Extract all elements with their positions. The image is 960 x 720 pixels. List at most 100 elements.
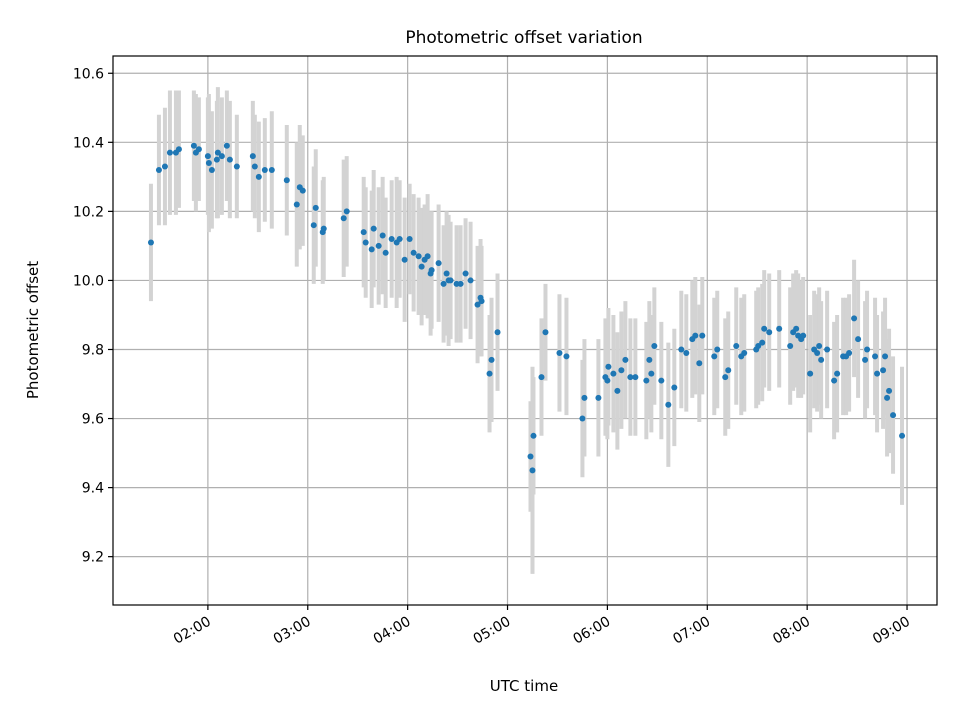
data-point — [614, 387, 621, 394]
data-point — [776, 325, 783, 332]
data-point — [310, 222, 317, 229]
data-point — [478, 298, 485, 305]
data-point — [166, 149, 173, 156]
data-point — [855, 336, 862, 343]
data-point — [581, 394, 588, 401]
data-point — [424, 253, 431, 260]
data-point — [864, 346, 871, 353]
data-point — [415, 253, 422, 260]
data-point — [831, 377, 838, 384]
data-point — [722, 374, 729, 381]
data-point — [834, 370, 841, 377]
data-point — [205, 160, 212, 167]
data-point — [627, 374, 634, 381]
data-point — [218, 153, 225, 160]
data-point — [457, 280, 464, 287]
data-point — [462, 270, 469, 277]
data-point — [233, 163, 240, 170]
data-point — [440, 280, 447, 287]
data-point — [293, 201, 300, 208]
y-tick-label: 9.4 — [82, 481, 104, 497]
data-point — [658, 377, 665, 384]
data-point — [632, 374, 639, 381]
data-point — [195, 146, 202, 153]
data-point — [683, 349, 690, 356]
data-point — [610, 370, 617, 377]
data-point — [651, 343, 658, 350]
data-point — [766, 329, 773, 336]
data-point — [874, 370, 881, 377]
data-point — [793, 325, 800, 332]
data-point — [595, 394, 602, 401]
data-point — [862, 356, 869, 363]
data-point — [665, 401, 672, 408]
data-point — [379, 232, 386, 239]
data-point — [396, 236, 403, 242]
data-point — [249, 153, 256, 160]
data-point — [699, 332, 706, 339]
data-point — [401, 256, 408, 263]
data-point — [190, 142, 197, 149]
data-point — [443, 270, 450, 277]
plot-frame — [112, 55, 938, 606]
data-point — [671, 384, 678, 391]
data-point — [733, 343, 740, 350]
data-point — [787, 343, 794, 350]
data-point — [368, 246, 375, 253]
data-point — [382, 249, 389, 256]
data-point — [312, 204, 319, 211]
data-point — [447, 277, 454, 284]
data-point — [818, 356, 825, 363]
data-point — [410, 249, 417, 256]
data-point — [261, 166, 268, 173]
data-point — [213, 156, 220, 163]
data-point — [175, 146, 182, 153]
data-point — [418, 263, 425, 270]
y-tick-label: 9.6 — [82, 412, 104, 428]
data-point — [556, 349, 563, 356]
data-point — [678, 346, 685, 353]
data-point — [538, 374, 545, 381]
data-point — [494, 329, 501, 336]
data-point — [362, 239, 369, 246]
y-tick-label: 10.4 — [73, 135, 104, 151]
y-tick-label: 9.8 — [82, 342, 104, 358]
data-point — [435, 260, 442, 267]
data-point — [340, 215, 347, 222]
data-point — [692, 332, 699, 339]
data-point — [343, 208, 350, 215]
data-points — [147, 142, 906, 474]
data-point — [725, 367, 732, 374]
data-point — [214, 149, 221, 156]
data-point — [320, 225, 327, 232]
data-point — [761, 325, 768, 332]
data-point — [406, 236, 413, 242]
data-point — [711, 353, 718, 360]
data-point — [755, 343, 762, 350]
data-point — [890, 412, 897, 419]
x-axis-title: UTC time — [490, 677, 558, 695]
data-point — [759, 339, 766, 346]
data-point — [486, 370, 493, 377]
data-point — [283, 177, 290, 184]
data-point — [618, 367, 625, 374]
data-point — [563, 353, 570, 360]
data-point — [204, 153, 211, 160]
data-point — [851, 315, 858, 322]
data-point — [360, 229, 367, 236]
data-point — [800, 332, 807, 339]
data-point — [251, 163, 258, 170]
data-point — [474, 301, 481, 308]
data-point — [530, 432, 537, 439]
y-tick-label: 9.2 — [82, 550, 104, 566]
data-point — [814, 349, 821, 356]
y-tick-label: 10.6 — [73, 66, 104, 82]
data-point — [872, 353, 879, 360]
data-point — [428, 267, 435, 274]
data-point — [646, 356, 653, 363]
data-point — [147, 239, 154, 246]
y-axis-ticks: 9.2 9.4 9.6 9.8 10.0 10.2 10.4 10.6 — [73, 66, 113, 566]
data-point — [226, 156, 233, 163]
data-point — [255, 173, 262, 180]
